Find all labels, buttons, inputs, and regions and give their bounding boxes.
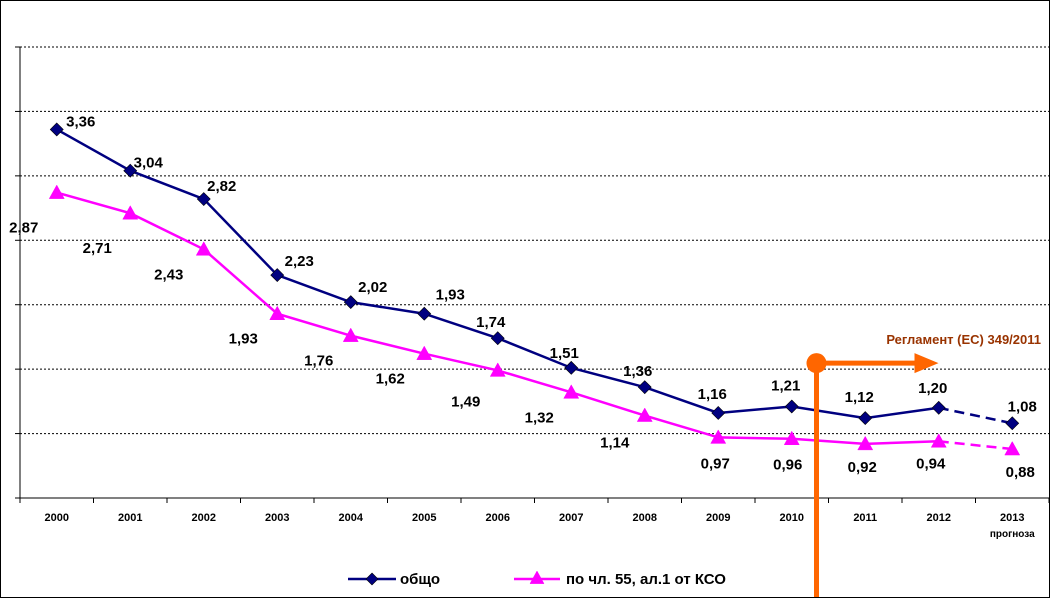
x-tick-label: 2004 [339, 512, 364, 524]
data-label: 0,96 [773, 457, 802, 474]
data-label: 2,82 [207, 178, 236, 195]
data-label: 1,32 [525, 409, 554, 426]
point-marker [123, 163, 138, 178]
regulation-arrowhead [914, 353, 939, 374]
x-tick-label: 2009 [706, 512, 730, 524]
legend: общо по чл. 55, ал.1 от КСО [348, 570, 726, 588]
gridlines [20, 46, 1049, 435]
data-label: 1,49 [451, 393, 480, 410]
data-label: 1,93 [229, 331, 258, 348]
data-label: 0,94 [916, 455, 946, 472]
data-label: 1,76 [304, 353, 333, 370]
point-marker [269, 305, 286, 320]
point-marker [930, 433, 947, 448]
data-label: 1,12 [845, 389, 874, 406]
point-marker [783, 430, 800, 445]
series-layer [48, 122, 1021, 456]
x-tick-label: 2012 [927, 512, 951, 524]
data-label: 1,51 [550, 345, 579, 362]
point-marker [636, 407, 653, 422]
x-tick-sublabel: прогноза [990, 529, 1035, 540]
point-marker [784, 399, 799, 414]
x-tick-label: 2006 [486, 512, 510, 524]
data-label: 2,23 [285, 253, 314, 270]
point-marker [417, 306, 432, 321]
legend-item-art55: по чл. 55, ал.1 от КСО [514, 570, 726, 588]
series-line-forecast [938, 440, 1013, 451]
point-marker [342, 327, 359, 342]
x-tick-label: 2001 [118, 512, 142, 524]
point-marker [196, 192, 211, 206]
x-tick-label: 2005 [412, 512, 436, 524]
x-tick-label: 2000 [45, 512, 69, 524]
data-label: 1,62 [376, 371, 405, 388]
data-label: 2,87 [9, 220, 38, 237]
point-marker [711, 406, 726, 420]
point-marker [858, 411, 873, 426]
data-labels: 3,36 3,04 2,82 2,23 2,02 1,93 1,74 1,51 1,36 1,16… [9, 113, 1037, 481]
point-marker [195, 241, 212, 256]
point-marker [710, 429, 727, 444]
x-tick-label: 2010 [780, 512, 804, 524]
point-marker [1004, 441, 1021, 456]
x-tick-label: 2011 [853, 512, 877, 524]
series-line-forecast [938, 406, 1013, 425]
series-art55 [48, 184, 1021, 456]
point-marker [122, 205, 139, 220]
regulation-annotation: Регламент (ЕС) 349/2011 [806, 332, 1041, 597]
data-label: 1,16 [698, 386, 727, 403]
data-label: 2,43 [154, 266, 183, 283]
point-marker [529, 570, 545, 584]
point-marker [48, 184, 65, 199]
point-marker [49, 122, 64, 137]
data-label: 1,93 [436, 287, 465, 304]
data-label: 2,02 [358, 279, 387, 296]
point-marker [490, 331, 505, 346]
x-tick-label: 2007 [559, 512, 583, 524]
point-marker [343, 295, 358, 310]
point-marker [857, 435, 874, 451]
data-label: 2,71 [83, 240, 112, 257]
data-label: 0,88 [1006, 464, 1035, 481]
data-label: 3,36 [66, 113, 95, 130]
point-marker [489, 362, 506, 377]
data-label: 0,92 [848, 459, 877, 476]
x-tick-label: 2002 [192, 512, 216, 524]
x-tick-label: 2008 [633, 512, 657, 524]
legend-item-total: общо [348, 571, 440, 588]
legend-label: по чл. 55, ал.1 от КСО [566, 571, 726, 588]
data-label: 1,20 [918, 380, 947, 397]
point-marker [637, 380, 652, 395]
point-marker [564, 360, 579, 375]
data-label: 1,36 [623, 363, 652, 380]
point-marker [931, 400, 946, 415]
x-tick-label: 2003 [265, 512, 289, 524]
data-label: 1,21 [771, 378, 800, 395]
axes: 2000 2001 2002 2003 2004 2005 2006 2007 2008 2009… [15, 46, 1050, 540]
point-marker [1005, 416, 1020, 431]
data-label: 3,04 [134, 155, 164, 172]
point-marker [365, 572, 379, 586]
point-marker [270, 268, 285, 283]
data-label: 1,14 [600, 435, 630, 452]
data-label: 1,08 [1008, 398, 1037, 415]
x-tick-label: 2013 [1000, 512, 1024, 524]
data-label: 1,74 [476, 314, 506, 331]
regulation-label: Регламент (ЕС) 349/2011 [886, 332, 1041, 347]
series-total [49, 122, 1020, 431]
data-label: 0,97 [701, 455, 730, 472]
point-marker [563, 384, 580, 399]
legend-label: общо [400, 571, 440, 588]
point-marker [416, 345, 433, 360]
